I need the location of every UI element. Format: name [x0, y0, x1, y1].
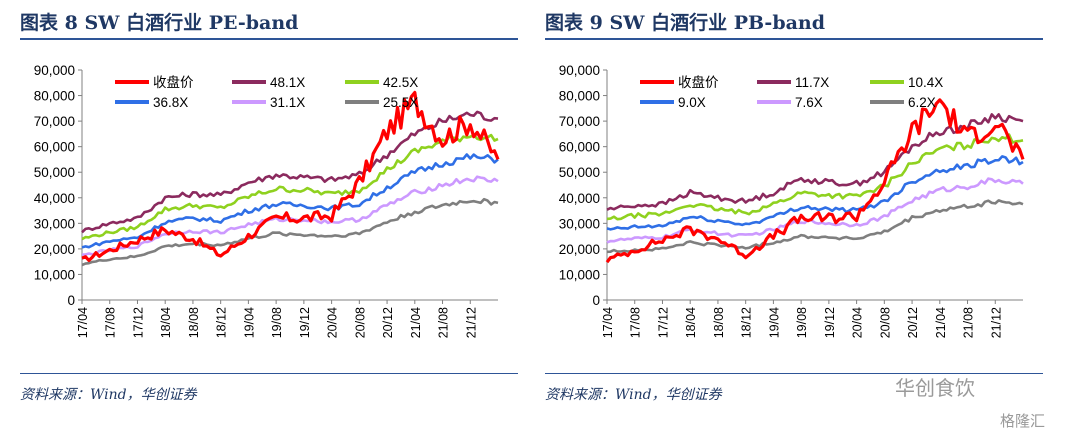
x-tick-label: 21/12: [989, 307, 1003, 338]
x-tick-label: 19/08: [270, 307, 284, 338]
x-tick-label: 20/12: [381, 307, 395, 338]
y-tick-label: 30,000: [559, 216, 600, 231]
y-tick-label: 70,000: [34, 114, 75, 129]
series-line-9.0X: [606, 155, 1024, 231]
series-line-42.5X: [81, 133, 499, 241]
legend-label: 9.0X: [678, 95, 706, 110]
series-line-31.1X: [82, 175, 499, 256]
x-tick-label: 18/04: [684, 307, 698, 338]
title-divider: [20, 38, 518, 40]
legend-label: 10.4X: [908, 75, 943, 90]
y-tick-label: 0: [67, 293, 75, 308]
x-tick-label: 17/12: [131, 307, 145, 338]
legend-label: 收盘价: [153, 74, 194, 90]
x-tick-label: 18/12: [740, 307, 754, 338]
source-divider: [20, 373, 518, 374]
legend-label: 42.5X: [383, 75, 418, 90]
x-tick-label: 21/08: [962, 307, 976, 338]
y-tick-label: 80,000: [559, 89, 600, 104]
source-note: 资料来源：Wind，华创证券: [20, 387, 197, 403]
x-tick-label: 19/04: [767, 307, 781, 338]
x-tick-label: 18/12: [215, 307, 229, 338]
x-tick-label: 19/04: [242, 307, 256, 338]
y-tick-label: 40,000: [34, 191, 75, 206]
legend-label: 31.1X: [270, 95, 305, 110]
series-line-48.1X: [81, 110, 499, 234]
source-note: 资料来源：Wind，华创证券: [545, 387, 722, 403]
y-tick-label: 70,000: [559, 114, 600, 129]
series-line-11.7X: [606, 113, 1024, 211]
y-tick-label: 30,000: [34, 216, 75, 231]
y-tick-label: 10,000: [559, 267, 600, 282]
x-tick-label: 18/08: [712, 307, 726, 338]
x-tick-label: 18/08: [187, 307, 201, 338]
x-tick-label: 21/08: [437, 307, 451, 338]
pb-band-chart: 0 10,000 20,000 30,000 40,000 50,000 60,000 70,…: [559, 63, 1025, 338]
y-tick-label: 40,000: [559, 191, 600, 206]
watermark-site: 格隆汇: [1000, 412, 1046, 430]
x-tick-label: 17/04: [601, 307, 615, 338]
y-tick-label: 0: [592, 293, 600, 308]
y-tick-label: 80,000: [34, 89, 75, 104]
x-tick-label: 21/12: [464, 307, 478, 338]
x-tick-label: 17/08: [104, 307, 118, 338]
y-tick-label: 60,000: [559, 140, 600, 155]
pe-band-chart: 0 10,000 20,000 30,000 40,000 50,000 60,000 70,…: [34, 63, 500, 338]
y-tick-label: 90,000: [559, 63, 600, 78]
x-tick-label: 20/08: [353, 307, 367, 338]
x-tick-label: 20/08: [878, 307, 892, 338]
y-tick-label: 20,000: [559, 242, 600, 257]
x-tick-label: 19/12: [823, 307, 837, 338]
legend-label: 11.7X: [795, 75, 829, 90]
x-tick-label: 17/08: [629, 307, 643, 338]
legend-label: 25.5X: [383, 95, 418, 110]
chart-title-pb: 图表 9 SW 白酒行业 PB-band: [545, 12, 826, 34]
x-tick-label: 20/12: [906, 307, 920, 338]
pe-band-panel: 图表 8 SW 白酒行业 PE-band 0 10,000 20,000 30,000…: [20, 0, 540, 437]
x-tick-label: 21/04: [409, 307, 423, 338]
series-line-7.6X: [606, 177, 1024, 244]
legend-label: 6.2X: [908, 95, 936, 110]
y-tick-label: 60,000: [34, 140, 75, 155]
y-tick-label: 10,000: [34, 267, 75, 282]
legend-label: 7.6X: [795, 95, 823, 110]
x-tick-label: 19/12: [298, 307, 312, 338]
x-tick-label: 20/04: [851, 307, 865, 338]
x-tick-label: 20/04: [326, 307, 340, 338]
series-line-36.8X: [81, 153, 499, 249]
pb-band-panel: 图表 9 SW 白酒行业 PB-band 0 10,000 20,000 30,000…: [545, 0, 1065, 437]
series-line-6.2X: [606, 199, 1024, 254]
x-tick-label: 21/04: [934, 307, 948, 338]
series-line-收盘价: [81, 90, 500, 262]
x-tick-label: 17/12: [656, 307, 670, 338]
legend-label: 48.1X: [270, 75, 305, 90]
y-tick-label: 50,000: [559, 165, 600, 180]
series-line-10.4X: [606, 133, 1024, 221]
source-divider: [545, 373, 1043, 374]
legend-label: 收盘价: [678, 74, 719, 90]
x-tick-label: 18/04: [159, 307, 173, 338]
y-tick-label: 50,000: [34, 165, 75, 180]
chart-title-pe: 图表 8 SW 白酒行业 PE-band: [20, 12, 299, 34]
series-line-25.5X: [81, 197, 499, 267]
y-tick-label: 90,000: [34, 63, 75, 78]
x-tick-label: 17/04: [76, 307, 90, 338]
title-divider: [545, 38, 1043, 40]
watermark-brand: 华创食饮: [895, 376, 975, 400]
legend-label: 36.8X: [153, 95, 188, 110]
y-tick-label: 20,000: [34, 242, 75, 257]
series-line-收盘价: [605, 98, 1025, 264]
x-tick-label: 19/08: [795, 307, 809, 338]
